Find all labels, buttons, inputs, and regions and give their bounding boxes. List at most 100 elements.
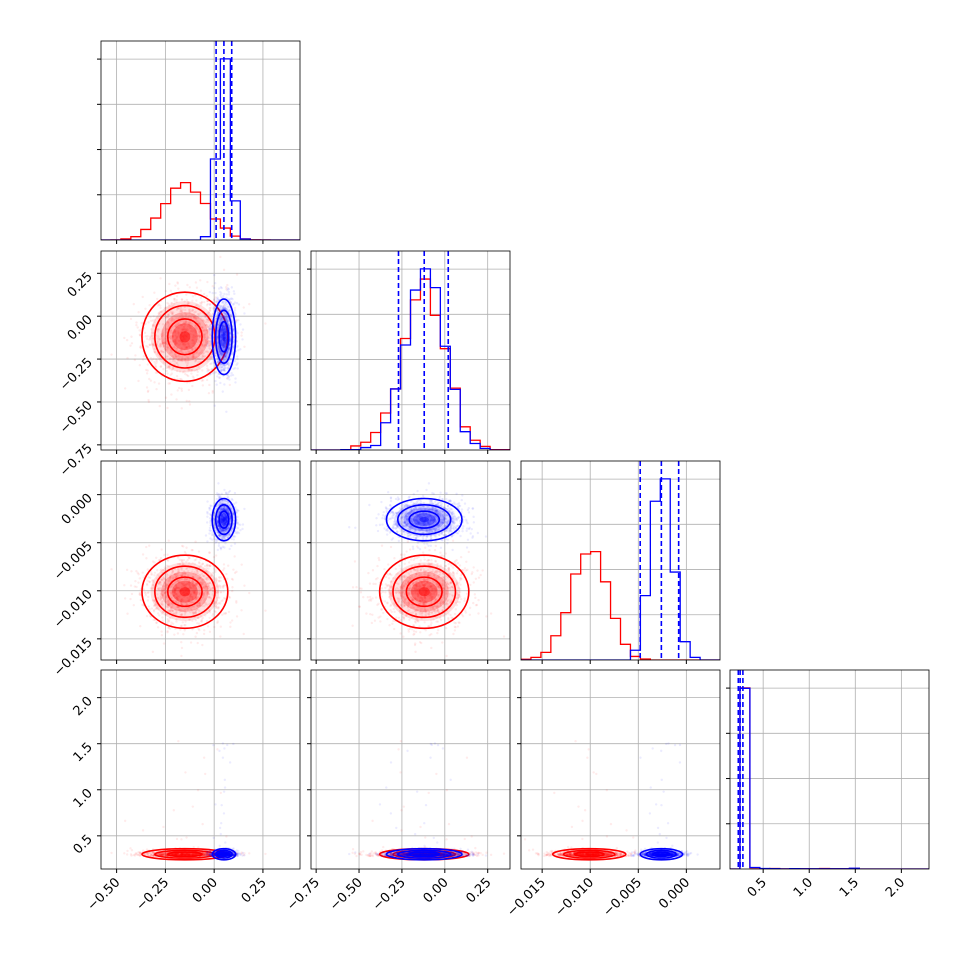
scatter-point xyxy=(224,355,228,358)
scatter-point xyxy=(223,341,226,344)
scatter-point xyxy=(176,632,180,635)
scatter-point xyxy=(199,312,202,315)
scatter-point xyxy=(165,369,168,373)
scatter-point xyxy=(223,507,226,510)
scatter-point xyxy=(226,287,230,290)
scatter-point xyxy=(184,321,187,325)
scatter-point xyxy=(424,629,427,632)
scatter-point xyxy=(218,363,222,366)
scatter-point xyxy=(218,534,221,538)
scatter-point xyxy=(203,333,206,336)
scatter-point xyxy=(214,541,217,544)
scatter-point xyxy=(204,534,208,537)
scatter-point xyxy=(224,307,228,311)
scatter-point xyxy=(224,307,228,311)
scatter-point xyxy=(223,507,226,510)
scatter-point xyxy=(183,585,186,588)
scatter-point xyxy=(208,581,212,585)
scatter-point xyxy=(420,592,423,596)
scatter-point xyxy=(168,282,171,286)
scatter-point xyxy=(201,595,204,599)
scatter-point xyxy=(351,586,355,589)
scatter-point xyxy=(178,311,182,314)
scatter-point xyxy=(206,299,209,303)
scatter-point xyxy=(184,314,187,317)
scatter-point xyxy=(175,586,178,589)
scatter-point xyxy=(222,507,225,511)
scatter-point xyxy=(214,291,217,295)
scatter-point xyxy=(137,581,140,584)
scatter-point xyxy=(222,567,226,570)
scatter-point xyxy=(225,338,228,342)
scatter-point xyxy=(221,390,224,393)
scatter-point xyxy=(159,589,162,593)
scatter-point xyxy=(199,573,202,577)
scatter-point xyxy=(180,324,183,327)
scatter-point xyxy=(201,583,204,586)
scatter-point xyxy=(216,620,220,623)
scatter-point xyxy=(160,339,164,343)
scatter-point xyxy=(219,317,222,320)
scatter-point xyxy=(165,564,169,568)
scatter-point xyxy=(221,306,225,309)
scatter-point xyxy=(230,372,233,375)
scatter-point xyxy=(230,506,233,510)
scatter-point xyxy=(150,571,153,574)
scatter-point xyxy=(212,331,215,335)
scatter-point xyxy=(205,378,209,382)
scatter-point xyxy=(224,331,227,335)
scatter-point xyxy=(411,598,414,602)
scatter-point xyxy=(205,319,208,322)
scatter-point xyxy=(230,619,234,622)
scatter-point xyxy=(185,560,188,563)
scatter-point xyxy=(230,544,233,548)
scatter-point xyxy=(129,344,132,347)
scatter-point xyxy=(189,593,192,596)
scatter-point xyxy=(224,516,227,519)
scatter-point xyxy=(172,594,175,597)
scatter-point xyxy=(168,575,172,579)
scatter-point xyxy=(459,583,462,586)
scatter-point xyxy=(157,316,160,320)
scatter-point xyxy=(161,331,165,334)
scatter-point xyxy=(411,606,414,609)
scatter-point xyxy=(206,342,209,345)
scatter-point xyxy=(160,578,164,582)
scatter-point xyxy=(221,521,224,525)
scatter-point xyxy=(192,334,196,337)
scatter-point xyxy=(229,516,232,520)
scatter-point xyxy=(434,590,437,593)
scatter-point xyxy=(123,336,126,340)
scatter-point xyxy=(206,340,210,343)
scatter-point xyxy=(231,512,235,515)
scatter-point xyxy=(180,577,184,581)
scatter-point xyxy=(237,509,240,512)
scatter-point xyxy=(214,354,217,358)
scatter-point xyxy=(237,523,240,526)
scatter-point xyxy=(183,585,187,589)
scatter-point xyxy=(236,530,239,534)
scatter-point xyxy=(222,304,226,307)
scatter-point xyxy=(197,313,201,316)
scatter-point xyxy=(184,359,187,362)
scatter-point xyxy=(182,582,186,585)
scatter-point xyxy=(177,602,180,605)
scatter-point xyxy=(409,558,413,561)
scatter-point xyxy=(229,514,232,518)
scatter-point xyxy=(180,558,184,562)
scatter-point xyxy=(152,618,155,622)
scatter-point xyxy=(239,523,242,527)
scatter-point xyxy=(180,335,183,338)
scatter-point xyxy=(233,542,237,545)
scatter-point xyxy=(223,522,227,525)
scatter-point xyxy=(390,593,393,596)
scatter-point xyxy=(225,357,228,360)
scatter-point xyxy=(232,538,236,541)
scatter-point xyxy=(419,591,422,594)
scatter-point xyxy=(223,506,226,510)
scatter-point xyxy=(188,286,191,289)
scatter-point xyxy=(191,353,195,357)
scatter-point xyxy=(178,580,182,583)
scatter-point xyxy=(191,346,194,350)
scatter-point xyxy=(175,361,178,365)
